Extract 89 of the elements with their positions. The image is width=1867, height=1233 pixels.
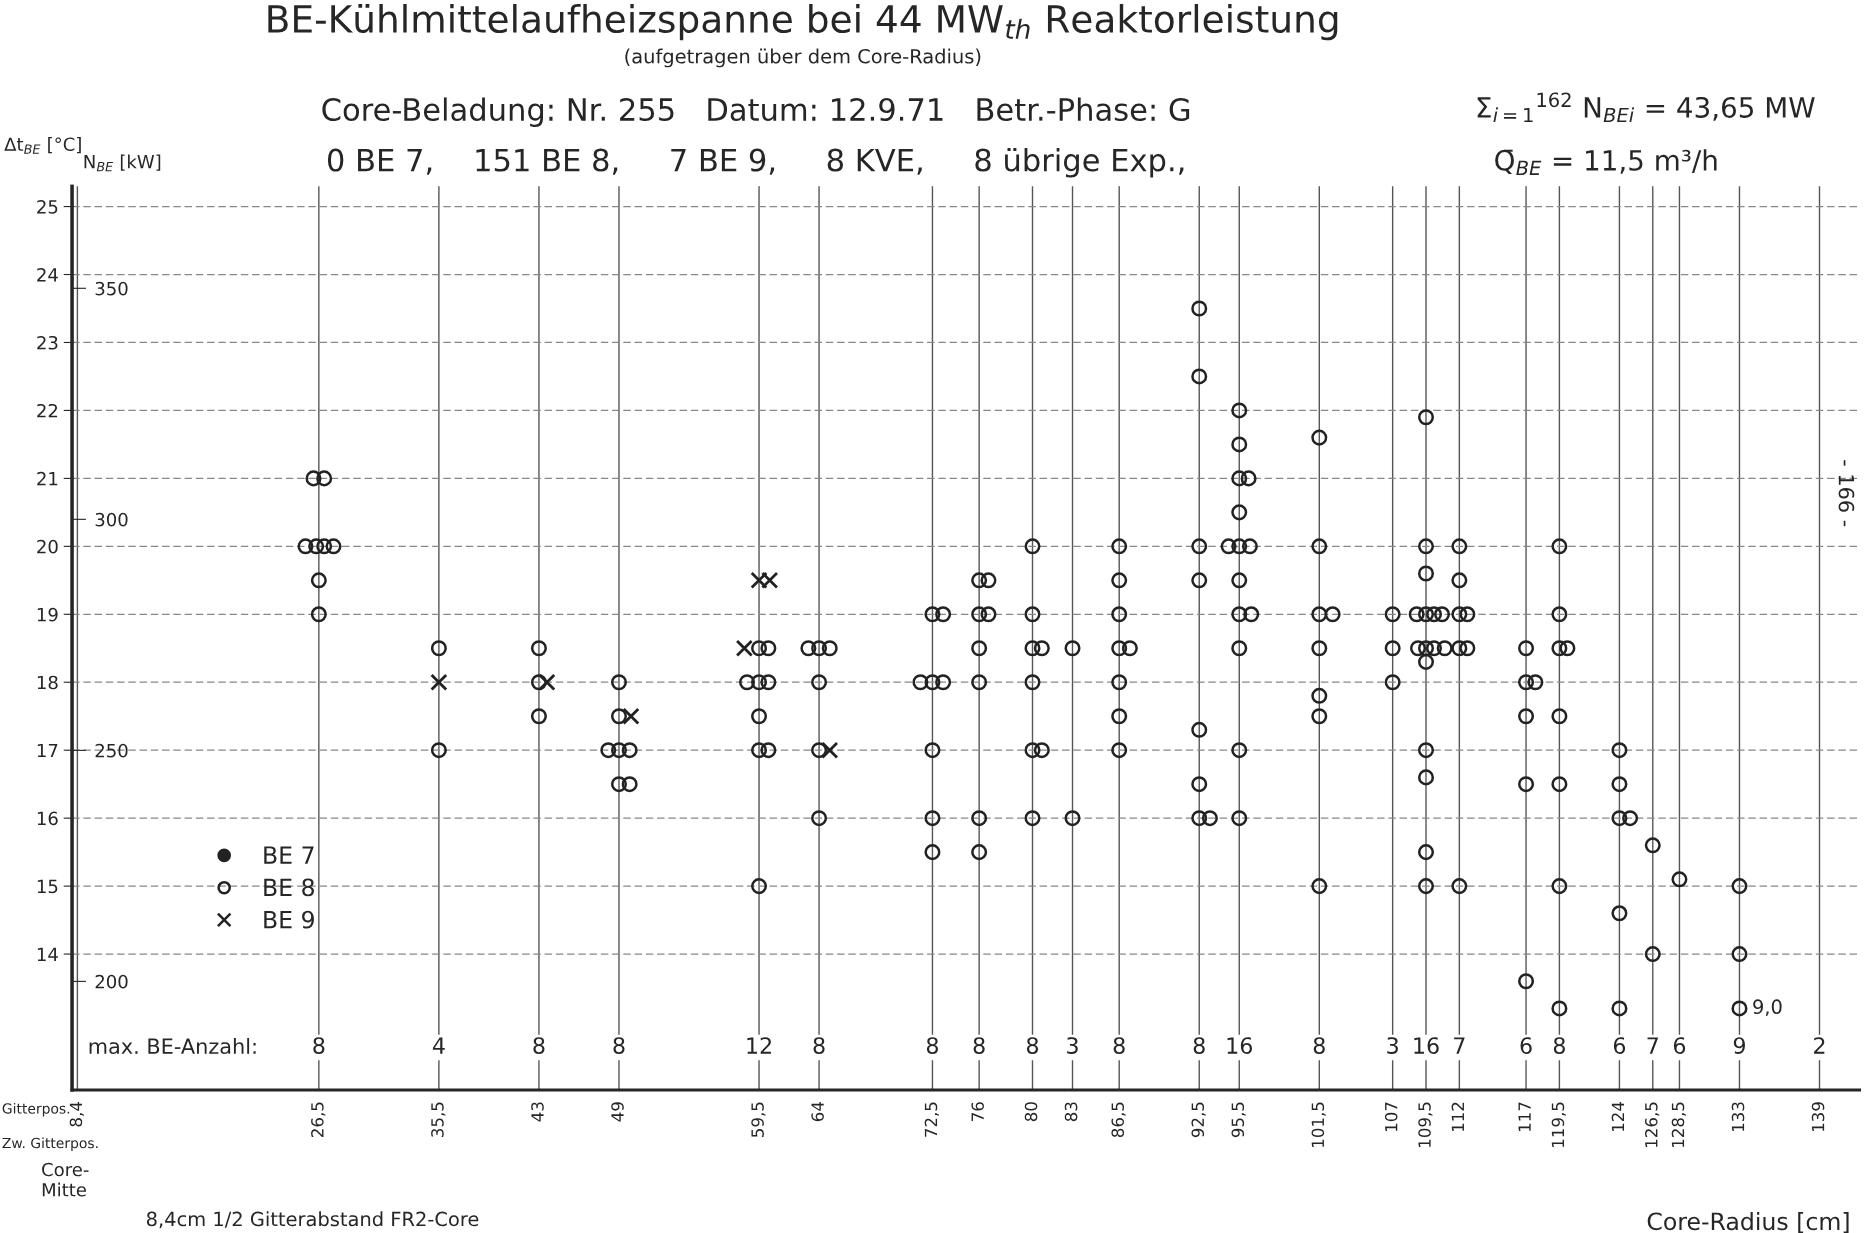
annotation: 4 — [432, 1037, 445, 1054]
annotation: 7 — [1454, 1037, 1465, 1054]
annotation: 8 — [813, 1037, 825, 1054]
x-tick-label: 59,5 — [751, 1102, 766, 1137]
point — [538, 673, 556, 691]
x-tick-label: 72,5 — [924, 1102, 939, 1137]
point — [430, 673, 448, 691]
x-tick-label: 119,5 — [1551, 1102, 1566, 1147]
y2-tick-label: 350 — [95, 281, 128, 296]
y-tick-label: 24 — [37, 267, 58, 282]
legend-label: BE 9 — [264, 910, 314, 929]
annotation: 8 — [613, 1037, 625, 1054]
y2-axis-title: N$_{BE}$ [kW] — [84, 154, 161, 172]
legend-label: BE 8 — [264, 878, 314, 897]
y-tick-label: 15 — [37, 879, 58, 894]
x-tick-label: 35,5 — [431, 1102, 446, 1137]
annotation: - 166 - — [1838, 460, 1855, 527]
x-axis-title: Core-Radius [cm] — [1647, 1211, 1849, 1233]
text: Gitterpos. — [2, 1102, 70, 1117]
annotation: 6 — [1520, 1037, 1532, 1054]
legend-label: BE 7 — [264, 846, 314, 864]
y-tick-label: 21 — [37, 471, 58, 486]
annotation: 8 — [1113, 1037, 1125, 1054]
x-tick-label: 139 — [1811, 1102, 1825, 1132]
chart-subtitle: (aufgetragen über dem Core-Radius) — [625, 48, 981, 68]
annotation: 16 — [1414, 1037, 1439, 1054]
text: Core-Beladung: Nr. 255 Datum: 12.9.71 Betr.-Phase: G — [322, 97, 1190, 127]
y-tick-label: 18 — [37, 675, 58, 690]
point — [735, 639, 754, 657]
annotation: 12 — [747, 1037, 771, 1054]
x-tick-label: 49 — [611, 1102, 624, 1122]
annotation: 8 — [1026, 1037, 1039, 1054]
y-tick-label: 22 — [37, 403, 58, 418]
annotation: 8 — [973, 1037, 985, 1054]
annotation: 3 — [1387, 1037, 1398, 1054]
annotation: 7 — [1647, 1037, 1658, 1054]
x-tick-label: 112 — [1451, 1102, 1464, 1132]
y2-tick-label: 200 — [95, 974, 128, 989]
annotation: 6 — [1673, 1037, 1686, 1054]
point — [622, 707, 640, 725]
annotation: max. BE-Anzahl: — [89, 1037, 256, 1055]
x-tick-label: 117 — [1518, 1102, 1531, 1132]
annotation: 8 — [926, 1037, 938, 1054]
y2-tick-label: 300 — [95, 512, 128, 527]
annotation: 8 — [1313, 1037, 1325, 1054]
chart-title: BE-Kühlmittelaufheizspanne bei 44 MW$_{th}$ Reaktorleistung — [268, 4, 1338, 41]
text: 8,4cm 1/2 Gitterabstand FR2-Core — [146, 1211, 479, 1229]
annotation: 8 — [1193, 1037, 1205, 1054]
text: 0 BE 7, 151 BE 8, 7 BE 9, 8 KVE, 8 übrige Exp., — [327, 147, 1184, 178]
point — [821, 741, 839, 759]
x-tick-label: 95,5 — [1231, 1102, 1246, 1138]
x-tick-label: 76 — [971, 1102, 984, 1121]
text: Σ$_{i=1}$$^{162}$ N$_{BEi}$ = 43,65 MW — [1477, 92, 1815, 123]
annotation: 6 — [1613, 1037, 1626, 1054]
text: Core- Mitte — [42, 1162, 89, 1197]
annotation: 8 — [313, 1037, 325, 1054]
x-tick-label: 101,5 — [1311, 1102, 1326, 1147]
annotation: 3 — [1067, 1037, 1078, 1054]
y-tick-label: 16 — [37, 811, 58, 826]
y2-tick-label: 250 — [95, 743, 128, 758]
annotation: 8 — [1553, 1037, 1565, 1054]
y-tick-label: 25 — [37, 200, 58, 214]
text: Zw. Gitterpos. — [2, 1137, 98, 1151]
y-tick-label: 19 — [37, 607, 58, 622]
y-axis-title: Δt$_{BE}$ [°C] — [4, 137, 81, 154]
annotation: 2 — [1814, 1037, 1825, 1054]
annotation: 9,0 — [1753, 999, 1782, 1017]
x-tick-label: 43 — [531, 1102, 544, 1122]
x-tick-label: 109,5 — [1418, 1102, 1433, 1147]
annotation: 8 — [533, 1037, 545, 1054]
x-tick-label: 86,5 — [1111, 1102, 1126, 1138]
x-tick-label: 92,5 — [1191, 1102, 1206, 1138]
text: Q̄$_{BE}$ = 11,5 m³/h — [1495, 149, 1717, 175]
x-tick-label: 8,4 — [69, 1102, 84, 1127]
x-tick-label: 83 — [1064, 1102, 1078, 1122]
x-tick-label: 126,5 — [1645, 1102, 1660, 1147]
x-tick-label: 133 — [1731, 1102, 1745, 1132]
y-tick-label: 14 — [37, 947, 58, 961]
annotation: 16 — [1227, 1037, 1252, 1054]
y-tick-label: 17 — [37, 743, 58, 758]
annotation: 9 — [1733, 1037, 1745, 1054]
x-tick-label: 107 — [1384, 1102, 1398, 1132]
x-tick-label: 26,5 — [311, 1102, 326, 1137]
x-tick-label: 128,5 — [1671, 1102, 1686, 1147]
x-tick-label: 124 — [1611, 1102, 1625, 1132]
y-tick-label: 20 — [37, 539, 58, 554]
y-tick-label: 23 — [37, 335, 58, 350]
x-tick-label: 64 — [811, 1102, 824, 1122]
x-tick-label: 80 — [1024, 1102, 1038, 1122]
